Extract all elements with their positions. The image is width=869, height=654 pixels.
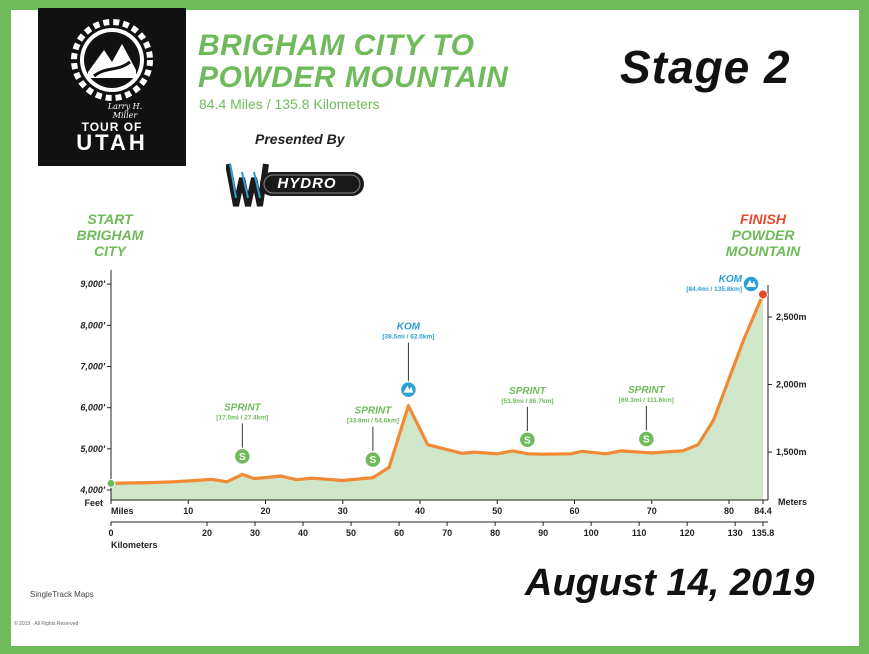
sprint-detail: [17.0mi / 27.4km] bbox=[216, 414, 268, 421]
km-tick-label: 130 bbox=[728, 528, 743, 538]
sprint-icon bbox=[518, 431, 537, 449]
map-credit: SingleTrack Maps bbox=[30, 590, 94, 599]
start-label: START BRIGHAM CITY bbox=[55, 211, 165, 259]
profile-area bbox=[111, 294, 763, 500]
logo-tour-of: TOUR OF bbox=[81, 120, 143, 134]
km-axis-label: Kilometers bbox=[111, 540, 158, 550]
kom-mountain-glyph bbox=[403, 385, 414, 393]
mile-tick-label: 84.4 bbox=[754, 506, 772, 516]
km-tick-label: 50 bbox=[346, 528, 356, 538]
route-title-line2: POWDER MOUNTAIN bbox=[198, 61, 509, 94]
kom-mountain-glyph bbox=[746, 280, 756, 287]
km-tick-label: 30 bbox=[250, 528, 260, 538]
feet-tick-label: 9,000' bbox=[80, 279, 106, 289]
feet-tick-label: 4,000' bbox=[79, 485, 106, 495]
kom-label: KOM bbox=[719, 274, 743, 285]
sprint-label: SPRINT bbox=[509, 386, 547, 397]
km-tick-label: 80 bbox=[490, 528, 500, 538]
mile-tick-label: 60 bbox=[569, 506, 579, 516]
mile-tick-label: 30 bbox=[338, 506, 348, 516]
sprint-detail: [69.3mi / 111.6km] bbox=[619, 397, 674, 404]
meter-axis-label: Meters bbox=[778, 497, 807, 507]
feet-tick-label: 8,000' bbox=[80, 320, 106, 330]
sprint-icon-letter: S bbox=[370, 455, 377, 466]
race-date: August 14, 2019 bbox=[525, 562, 815, 604]
meter-tick-label: 2,500m bbox=[776, 312, 807, 322]
sprint-icon-letter: S bbox=[643, 434, 650, 445]
sprint-label: SPRINT bbox=[355, 406, 393, 417]
start-marker bbox=[106, 478, 116, 488]
mile-tick-label: 70 bbox=[647, 506, 657, 516]
copyright: © 2019 · All Rights Reserved bbox=[14, 621, 79, 627]
meter-tick-label: 2,000m bbox=[776, 380, 807, 390]
logo-signature: Larry H. Miller bbox=[107, 102, 143, 120]
sponsor-logo bbox=[226, 163, 364, 207]
start-location: BRIGHAM CITY bbox=[76, 227, 144, 259]
miles-axis-label: Miles bbox=[111, 506, 134, 516]
profile-line bbox=[110, 293, 765, 485]
sponsor-name: HYDRO bbox=[277, 175, 337, 192]
mile-tick-label: 80 bbox=[724, 506, 734, 516]
km-tick-label: 0 bbox=[108, 528, 113, 538]
kom-detail: [38.5mi / 62.0km] bbox=[382, 334, 434, 341]
meter-tick-label: 1,500m bbox=[776, 447, 807, 457]
stage-number: Stage 2 bbox=[620, 41, 791, 93]
kom-label: KOM bbox=[397, 322, 421, 333]
sprint-icon bbox=[637, 430, 656, 448]
presented-by: Presented By bbox=[255, 131, 345, 147]
km-tick-label: 90 bbox=[538, 528, 548, 538]
sprint-icon-letter: S bbox=[239, 452, 246, 463]
finish-marker bbox=[758, 289, 768, 300]
start-label-word: START bbox=[87, 211, 133, 227]
sprint-icon-letter: S bbox=[524, 435, 531, 446]
logo-utah: UTAH bbox=[76, 130, 148, 155]
kom-detail: [84.4mi / 135.8km] bbox=[686, 286, 742, 293]
finish-location: POWDER MOUNTAIN bbox=[725, 227, 801, 259]
mile-tick-label: 40 bbox=[415, 506, 425, 516]
km-tick-label: 100 bbox=[584, 528, 599, 538]
sprint-label: SPRINT bbox=[224, 402, 262, 413]
sprint-label: SPRINT bbox=[628, 385, 666, 396]
km-tick-label: 60 bbox=[394, 528, 404, 538]
sprint-icon bbox=[233, 447, 252, 466]
sprint-detail: [53.9mi / 86.7km] bbox=[501, 398, 553, 405]
km-tick-label: 110 bbox=[632, 528, 647, 538]
km-tick-label: 120 bbox=[680, 528, 695, 538]
cog-mountain-icon bbox=[71, 19, 153, 101]
finish-label: FINISH bbox=[740, 211, 786, 227]
km-tick-label: 20 bbox=[202, 528, 212, 538]
feet-tick-label: 6,000' bbox=[80, 403, 106, 413]
mile-tick-label: 20 bbox=[260, 506, 270, 516]
route-title-line1: BRIGHAM CITY TO bbox=[198, 29, 475, 62]
mile-tick-label: 10 bbox=[183, 506, 193, 516]
feet-axis-label: Feet bbox=[84, 498, 103, 508]
route-distance: 84.4 Miles / 135.8 Kilometers bbox=[199, 96, 380, 112]
feet-tick-label: 5,000' bbox=[80, 444, 106, 454]
mile-tick-label: 50 bbox=[492, 506, 502, 516]
sprint-icon bbox=[364, 450, 382, 469]
tour-of-utah-logo bbox=[38, 8, 186, 166]
km-tick-label: 135.8 bbox=[752, 528, 775, 538]
sprint-detail: [33.9mi / 54.6km] bbox=[347, 418, 399, 425]
feet-tick-label: 7,000' bbox=[80, 361, 106, 371]
km-tick-label: 40 bbox=[298, 528, 308, 538]
km-tick-label: 70 bbox=[442, 528, 452, 538]
